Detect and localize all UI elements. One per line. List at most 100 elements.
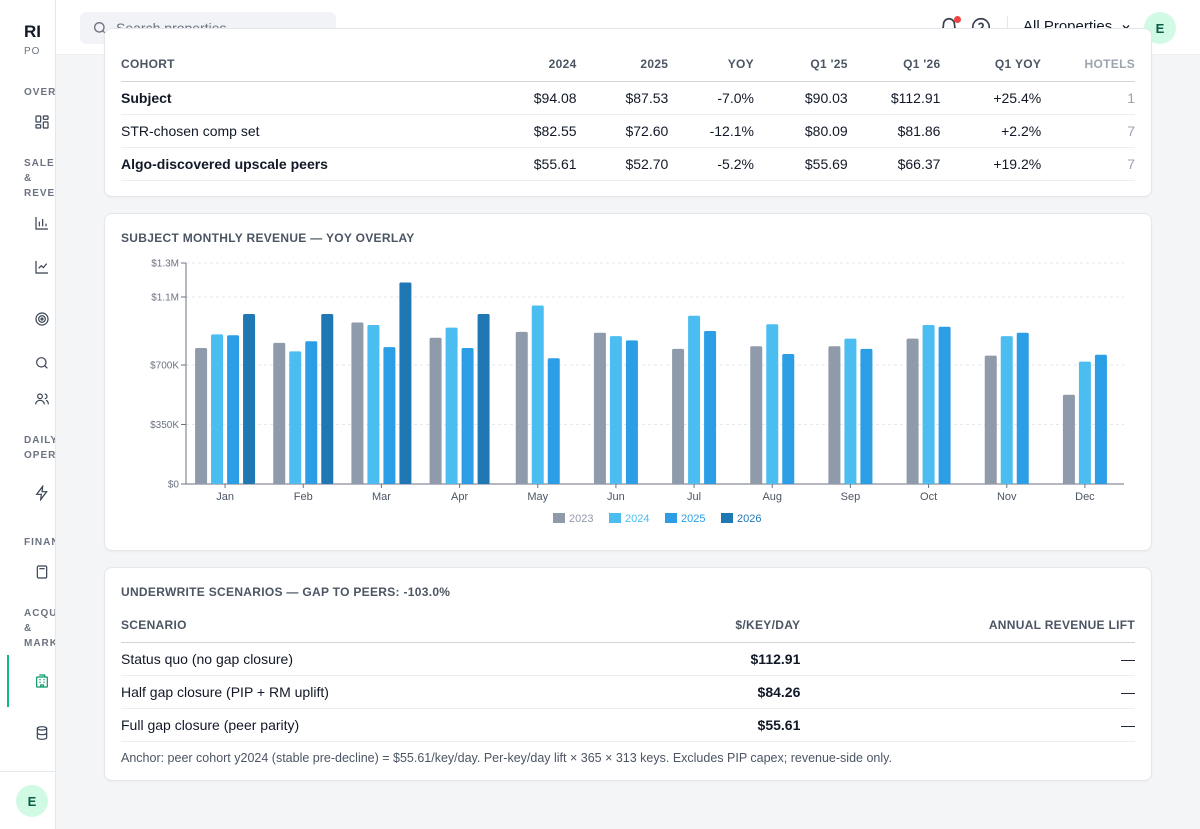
user-avatar[interactable]: E xyxy=(16,785,48,817)
x-tick-label: Aug xyxy=(762,491,782,503)
bar xyxy=(782,353,795,484)
x-tick-label: Feb xyxy=(294,491,313,503)
cell: 1 xyxy=(1041,81,1135,115)
table-row[interactable]: Full gap closure (peer parity) $55.61 — xyxy=(121,708,1135,742)
cell: — xyxy=(800,675,1135,709)
col-q1-25[interactable]: Q1 '25 xyxy=(753,47,848,82)
bar xyxy=(625,340,638,484)
col-per-key-day[interactable]: $/KEY/DAY xyxy=(574,608,801,643)
col-2024[interactable]: 2024 xyxy=(425,47,577,82)
col-cohort[interactable]: COHORT xyxy=(121,47,426,82)
bar xyxy=(1078,361,1091,484)
col-2025[interactable]: 2025 xyxy=(576,47,669,82)
cell: $81.86 xyxy=(847,114,941,148)
table-row[interactable]: Algo-discovered upscale peers $55.61 $52… xyxy=(121,147,1135,181)
bar xyxy=(515,331,528,484)
bar xyxy=(351,322,364,484)
cell: $52.70 xyxy=(576,147,669,181)
legend-label: 2026 xyxy=(737,513,761,525)
bar xyxy=(766,324,779,484)
hotel-building-icon[interactable] xyxy=(32,671,52,691)
col-q1-yoy[interactable]: Q1 YOY xyxy=(940,47,1042,82)
bar xyxy=(243,314,256,484)
legend-swatch xyxy=(665,513,677,523)
search-icon[interactable] xyxy=(32,353,52,373)
cell: -7.0% xyxy=(668,81,754,115)
cell: -12.1% xyxy=(668,114,754,148)
bar xyxy=(1062,394,1075,484)
target-icon[interactable] xyxy=(32,309,52,329)
chart-title: SUBJECT MONTHLY REVENUE — YOY OVERLAY xyxy=(121,231,415,245)
calculator-icon[interactable] xyxy=(32,562,52,582)
cohort-name: Algo-discovered upscale peers xyxy=(121,147,426,181)
cohort-card: COHORT 2024 2025 YOY Q1 '25 Q1 '26 Q1 YO… xyxy=(104,28,1152,197)
cell: 7 xyxy=(1041,114,1135,148)
notification-dot xyxy=(954,16,961,23)
bar xyxy=(750,346,763,484)
bar xyxy=(704,331,717,484)
sidebar: RI PO OVER SALES & REVE DAILY OPER FINAN… xyxy=(0,0,56,829)
database-icon[interactable] xyxy=(32,723,52,743)
brand-subtitle: PO xyxy=(24,46,41,57)
y-tick-label: $350K xyxy=(150,420,179,431)
col-yoy[interactable]: YOY xyxy=(668,47,754,82)
lightning-icon[interactable] xyxy=(32,483,52,503)
sidebar-section-overview: OVER xyxy=(24,87,56,98)
table-row[interactable]: STR-chosen comp set $82.55 $72.60 -12.1%… xyxy=(121,114,1135,148)
bar xyxy=(672,348,685,484)
cohort-table: COHORT 2024 2025 YOY Q1 '25 Q1 '26 Q1 YO… xyxy=(121,47,1135,181)
bar xyxy=(461,348,474,484)
cell: — xyxy=(800,708,1135,742)
cell: $82.55 xyxy=(425,114,577,148)
col-annual-lift[interactable]: ANNUAL REVENUE LIFT xyxy=(800,608,1135,643)
cell: $80.09 xyxy=(753,114,848,148)
revenue-chart-card: SUBJECT MONTHLY REVENUE — YOY OVERLAY $0… xyxy=(104,213,1152,551)
bar xyxy=(688,315,701,484)
cell: $55.69 xyxy=(753,147,848,181)
line-chart-icon[interactable] xyxy=(32,257,52,277)
scenario-header-row: SCENARIO $/KEY/DAY ANNUAL REVENUE LIFT xyxy=(121,608,1135,643)
brand-logo[interactable]: RI xyxy=(24,22,41,41)
table-row[interactable]: Subject $94.08 $87.53 -7.0% $90.03 $112.… xyxy=(121,81,1135,115)
sidebar-section-daily: DAILY OPER xyxy=(24,435,56,461)
bar xyxy=(211,334,224,484)
cell: $90.03 xyxy=(753,81,848,115)
users-icon[interactable] xyxy=(32,389,52,409)
cohort-name: STR-chosen comp set xyxy=(121,114,426,148)
cell: -5.2% xyxy=(668,147,754,181)
dashboard-grid-icon[interactable] xyxy=(32,112,52,132)
scenario-name: Half gap closure (PIP + RM uplift) xyxy=(121,675,575,709)
scenario-name: Status quo (no gap closure) xyxy=(121,642,575,676)
active-nav-indicator xyxy=(7,655,9,707)
bar xyxy=(399,282,412,484)
sidebar-divider xyxy=(0,771,55,772)
col-scenario[interactable]: SCENARIO xyxy=(121,608,575,643)
x-tick-label: Mar xyxy=(372,491,391,503)
bar xyxy=(906,338,919,484)
x-tick-label: Dec xyxy=(1075,491,1095,503)
bar xyxy=(227,335,240,484)
cell: $55.61 xyxy=(425,147,577,181)
x-tick-label: Oct xyxy=(920,491,937,503)
legend-swatch xyxy=(721,513,733,523)
bar xyxy=(593,332,606,484)
bar xyxy=(1094,354,1107,484)
bar xyxy=(321,314,334,484)
bar-chart-icon[interactable] xyxy=(32,213,52,233)
cell: 7 xyxy=(1041,147,1135,181)
table-row[interactable]: Status quo (no gap closure) $112.91 — xyxy=(121,642,1135,676)
anchor-note: Anchor: peer cohort y2024 (stable pre-de… xyxy=(121,750,892,765)
table-row[interactable]: Half gap closure (PIP + RM uplift) $84.2… xyxy=(121,675,1135,709)
cell: +25.4% xyxy=(940,81,1042,115)
legend-swatch xyxy=(609,513,621,523)
scenario-card: UNDERWRITE SCENARIOS — GAP TO PEERS: -10… xyxy=(104,567,1152,781)
bar xyxy=(1016,332,1029,484)
col-hotels[interactable]: HOTELS xyxy=(1041,47,1135,82)
col-q1-26[interactable]: Q1 '26 xyxy=(847,47,941,82)
sidebar-section-sales: SALES & REVE xyxy=(24,158,56,199)
sidebar-section-finance: FINAN xyxy=(24,537,55,548)
revenue-bar-chart: $0 $350K $700K $1.1M $1.3M Jan Feb Mar Apr May Jun… xyxy=(150,259,1124,525)
bar xyxy=(844,338,857,484)
x-tick-label: Jan xyxy=(216,491,234,503)
cell: +19.2% xyxy=(940,147,1042,181)
